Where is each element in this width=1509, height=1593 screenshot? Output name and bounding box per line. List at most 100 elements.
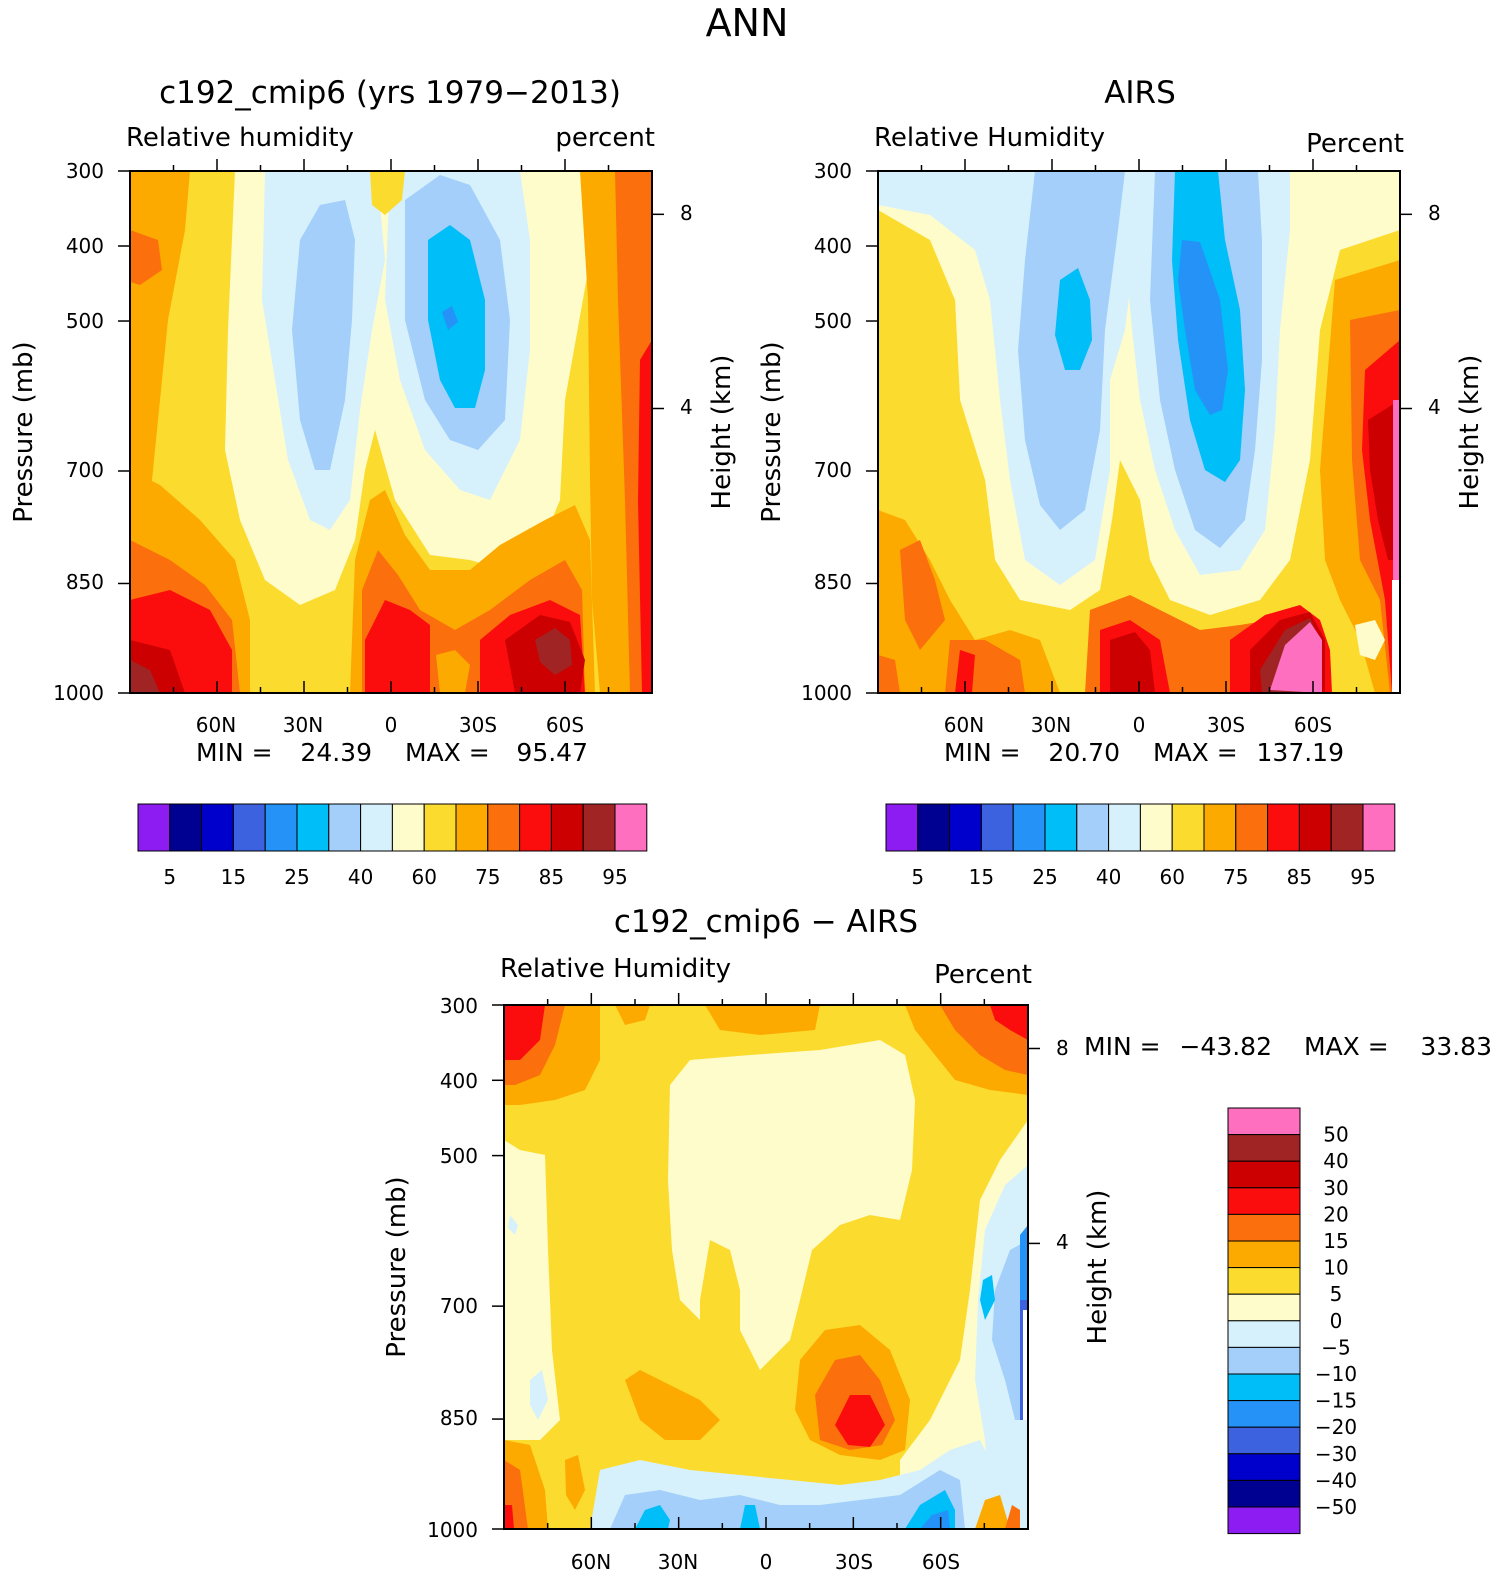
y-tick-label: 500 — [66, 309, 104, 333]
colorbar-box — [201, 803, 234, 852]
colorbar-box — [1362, 803, 1396, 852]
colorbar-label: 15 — [1323, 1229, 1348, 1253]
colorbar-box — [264, 803, 298, 852]
colorbar-label: 25 — [1032, 865, 1057, 889]
contour-field — [878, 171, 1400, 693]
y-right-axis-label: Height (km) — [1455, 355, 1485, 510]
y-tick-label: 400 — [814, 234, 852, 258]
colorbar-box — [1227, 1506, 1301, 1535]
y-tick-label: 300 — [814, 159, 852, 183]
x-tick-label: 30S — [835, 1550, 873, 1574]
colorbar-box — [169, 803, 203, 852]
colorbar-label: −15 — [1315, 1389, 1357, 1413]
x-tick-label: 60N — [944, 713, 984, 737]
colorbar-box — [1227, 1160, 1301, 1189]
colorbar-box — [1076, 803, 1110, 852]
x-tick-label: 60S — [546, 713, 584, 737]
colorbar-box — [1227, 1240, 1301, 1269]
x-tick-labels: 60N 30N 0 30S 60S — [944, 713, 1332, 737]
colorbar-box — [1235, 803, 1269, 852]
colorbar-box — [391, 803, 425, 852]
colorbar-label: 95 — [602, 865, 627, 889]
colorbar-box — [360, 803, 393, 852]
colorbar-box — [1227, 1134, 1301, 1162]
min-value: −43.82 — [1179, 1032, 1272, 1061]
y-tick-label: 700 — [66, 458, 104, 482]
colorbar-label: 75 — [1223, 865, 1248, 889]
colorbar-box — [455, 803, 489, 852]
colorbar-box — [1227, 1267, 1301, 1295]
colorbar-label: 95 — [1350, 865, 1375, 889]
colorbar-label: 30 — [1323, 1176, 1348, 1200]
contour-field — [504, 1005, 1028, 1529]
colorbar-box — [1108, 803, 1141, 852]
colorbar-label: 20 — [1323, 1202, 1348, 1226]
y-tick-label: 300 — [66, 159, 104, 183]
colorbar-box — [1227, 1426, 1301, 1455]
y-tick-label: 300 — [440, 994, 478, 1018]
right-string: Percent — [1306, 129, 1404, 159]
colorbar-box — [917, 803, 951, 852]
contour-field — [130, 171, 652, 693]
colorbar-box — [1203, 803, 1237, 852]
colorbar: 5 15 25 40 60 75 85 95 — [137, 803, 648, 889]
min-label: MIN = — [1084, 1032, 1161, 1061]
y-tick-label: 1000 — [53, 681, 104, 705]
colorbar-label: 40 — [1096, 865, 1121, 889]
colorbar-label: 60 — [411, 865, 436, 889]
panel-diff: c192_cmip6 − AIRS Relative Humidity Perc… — [382, 904, 1492, 1574]
colorbar-label: 15 — [221, 865, 246, 889]
colorbar-box — [885, 803, 919, 852]
colorbar-label: −50 — [1315, 1495, 1357, 1519]
colorbar-box — [423, 803, 457, 852]
colorbar-box — [1227, 1320, 1301, 1348]
colorbar-box — [328, 803, 362, 852]
colorbar-label: 5 — [1330, 1282, 1343, 1306]
y-tick-label: 700 — [440, 1294, 478, 1318]
colorbar-box — [1330, 803, 1364, 852]
y-right-tick-label: 8 — [680, 201, 693, 225]
colorbar-box — [1227, 1213, 1301, 1242]
colorbar-box — [232, 803, 266, 852]
y-right-tick-label: 4 — [680, 395, 693, 419]
colorbar-label: 50 — [1323, 1123, 1348, 1147]
x-tick-label: 0 — [760, 1550, 773, 1574]
left-string: Relative humidity — [126, 123, 354, 153]
x-tick-label: 30N — [1031, 713, 1071, 737]
colorbar-box — [1139, 803, 1173, 852]
colorbar-box — [1171, 803, 1205, 852]
colorbar-box — [1298, 803, 1332, 852]
x-tick-label: 30N — [283, 713, 323, 737]
colorbar-label: 15 — [969, 865, 994, 889]
y-tick-label: 700 — [814, 458, 852, 482]
x-tick-label: 0 — [385, 713, 398, 737]
min-label: MIN = — [944, 738, 1021, 767]
max-value: 95.47 — [516, 738, 588, 767]
y-right-axis-label: Height (km) — [1083, 1190, 1113, 1345]
colorbar-box — [1227, 1346, 1301, 1375]
colorbar-box — [137, 803, 171, 852]
colorbar-label: 40 — [1323, 1149, 1348, 1173]
colorbar-label: 40 — [348, 865, 373, 889]
colorbar-box — [980, 803, 1014, 852]
colorbar-label: 25 — [284, 865, 309, 889]
x-tick-label: 60S — [922, 1550, 960, 1574]
colorbar-box — [1227, 1453, 1301, 1481]
y-right-tick-label: 8 — [1056, 1036, 1069, 1060]
min-value: 24.39 — [300, 738, 372, 767]
colorbar-label: 60 — [1159, 865, 1184, 889]
colorbar-label: −5 — [1321, 1335, 1350, 1359]
colorbar: 5 15 25 40 60 75 85 95 — [885, 803, 1396, 889]
y-tick-labels: 300 400 500 700 850 1000 8 4 — [801, 159, 1441, 705]
x-tick-label: 60N — [571, 1550, 611, 1574]
colorbar-box — [614, 803, 648, 852]
colorbar-box — [1227, 1293, 1301, 1322]
max-label: MAX = — [1153, 738, 1238, 767]
colorbar-box — [949, 803, 982, 852]
panel-title: c192_cmip6 (yrs 1979−2013) — [159, 75, 621, 111]
right-string: percent — [555, 123, 655, 153]
colorbar-box — [296, 803, 330, 852]
max-label: MAX = — [1304, 1032, 1389, 1061]
y-tick-label: 850 — [440, 1406, 478, 1430]
